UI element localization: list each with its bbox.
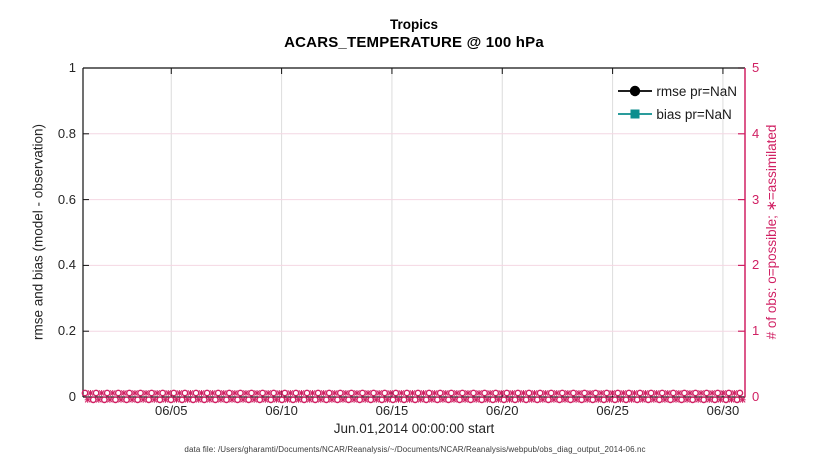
y-left-tick-label: 0.8	[57, 125, 76, 141]
legend-entry: rmse pr=NaN	[618, 80, 737, 102]
rmse-line-marker-icon	[618, 85, 653, 97]
x-axis-label: Jun.01,2014 00:00:00 start	[333, 421, 495, 436]
x-tick-label: 06/30	[706, 403, 740, 418]
y-right-tick-label: 2	[752, 257, 760, 273]
y-left-tick-label: 0.4	[57, 257, 76, 273]
y-right-tick-label: 0	[752, 389, 760, 404]
x-tick-label: 06/10	[265, 403, 298, 418]
legend-entry: bias pr=NaN	[618, 103, 737, 125]
y-right-tick-label: 5	[752, 60, 760, 75]
plot-region-title: Tropics	[389, 17, 438, 32]
y-left-tick-label: 1	[68, 60, 76, 75]
y-right-tick-label: 4	[752, 125, 760, 141]
legend-entry-label: rmse pr=NaN	[656, 83, 737, 99]
legend-entry-label: bias pr=NaN	[656, 106, 732, 122]
bias-line-marker-icon	[618, 109, 653, 119]
x-tick-label: 06/20	[485, 403, 519, 418]
y-right-tick-label: 3	[752, 191, 760, 207]
y-left-tick-label: 0.6	[57, 191, 76, 207]
x-tick-label: 06/15	[375, 403, 409, 418]
data-file-note: data file: /Users/gharamti/Documents/NCA…	[184, 445, 646, 454]
y-right-tick-label: 1	[752, 323, 760, 339]
y-left-tick-label: 0	[68, 389, 76, 404]
x-tick-label: 06/25	[596, 403, 629, 418]
title-block: Tropics ACARS_TEMPERATURE @ 100 hPa	[83, 17, 745, 53]
plot-variable-title: ACARS_TEMPERATURE @ 100 hPa	[284, 33, 544, 51]
legend: rmse pr=NaN bias pr=NaN	[618, 80, 737, 125]
y-left-tick-label: 0.2	[57, 323, 76, 339]
x-tick-label: 06/05	[154, 403, 188, 418]
